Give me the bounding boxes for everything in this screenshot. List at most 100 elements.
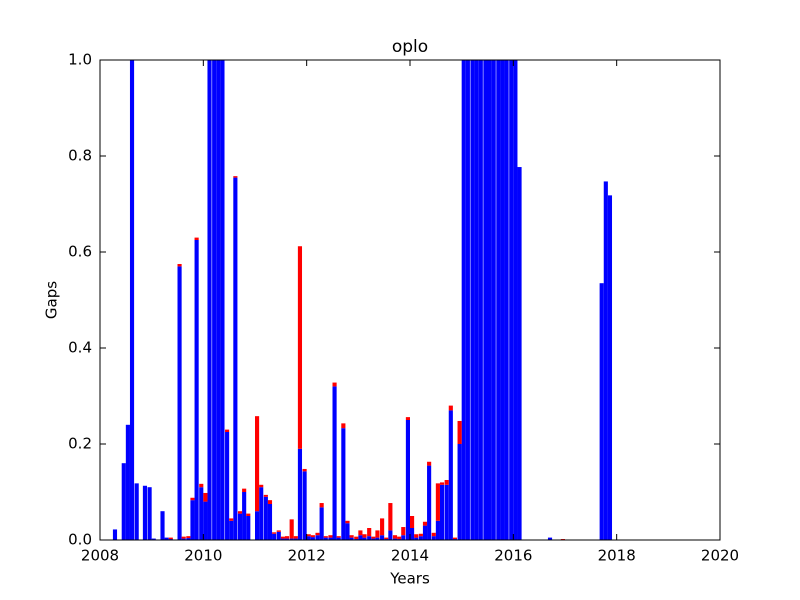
bar-segment <box>306 536 311 540</box>
bar-segment <box>229 520 234 540</box>
bar-segment <box>190 497 195 501</box>
bar-segment <box>225 429 230 432</box>
bar-segment <box>410 516 415 528</box>
bar-segment <box>186 538 191 540</box>
bar-segment <box>457 420 462 444</box>
bar-segment <box>237 511 243 514</box>
y-tick-label: 0.8 <box>68 147 92 165</box>
x-tick-label: 2014 <box>391 547 429 565</box>
bar-segment <box>323 537 328 540</box>
bars <box>112 60 613 540</box>
bar-segment <box>414 534 419 538</box>
bar-segment <box>190 500 195 540</box>
bar-segment <box>345 520 350 524</box>
bar-segment <box>439 482 445 485</box>
x-tick-label: 2008 <box>81 547 119 565</box>
bar-segment <box>216 60 221 540</box>
bar-segment <box>547 537 553 540</box>
bar-segment <box>401 527 406 536</box>
bar-segment <box>276 531 281 540</box>
bar-segment <box>341 428 346 540</box>
bar-segment <box>280 536 285 539</box>
bar-segment <box>607 195 613 540</box>
bar-segment <box>267 500 273 504</box>
bar-segment <box>349 537 354 540</box>
bar-segment <box>439 484 445 540</box>
bar-segment <box>431 532 436 537</box>
bar-segment <box>186 536 191 539</box>
bar-segment <box>289 519 294 539</box>
bar-segment <box>203 501 208 540</box>
bar-segment <box>452 537 458 540</box>
bar-segment <box>405 417 410 420</box>
bar-segment <box>306 534 311 537</box>
bar-segment <box>483 60 488 540</box>
bar-segment <box>341 423 346 429</box>
bar-segment <box>354 536 359 540</box>
bar-segment <box>319 507 324 540</box>
bar-segment <box>259 484 264 488</box>
bar-segment <box>272 532 277 534</box>
bar-segment <box>284 538 290 540</box>
bar-segment <box>392 538 398 540</box>
bar-segment <box>129 60 135 540</box>
bar-segment <box>388 503 393 531</box>
bar-segment <box>517 167 522 540</box>
bar-segment <box>310 537 315 540</box>
bar-segment <box>410 528 415 540</box>
bar-segment <box>358 530 363 536</box>
bar-segment <box>242 488 247 492</box>
bar-segment <box>336 537 341 540</box>
bar-segment <box>233 177 238 540</box>
bar-segment <box>444 480 449 485</box>
y-axis-label: Gaps <box>43 281 61 319</box>
bar-segment <box>599 283 604 540</box>
bar-segment <box>336 536 341 538</box>
bar-segment <box>367 528 372 537</box>
x-tick-label: 2010 <box>184 547 222 565</box>
bar-segment <box>255 511 260 540</box>
bar-segment <box>323 536 328 538</box>
x-tick-label: 2020 <box>701 547 739 565</box>
bar-segment <box>384 537 389 540</box>
bar-segment <box>225 432 230 540</box>
bar-segment <box>448 410 453 540</box>
bar-segment <box>371 538 376 540</box>
bar-segment <box>487 60 492 540</box>
chart-title: oplo <box>392 37 428 57</box>
bar-segment <box>465 60 470 540</box>
bar-segment <box>259 487 264 540</box>
bar-segment <box>212 60 217 540</box>
bar-segment <box>375 530 380 538</box>
bar-segment <box>237 513 243 540</box>
bar-segment <box>302 468 307 472</box>
bar-segment <box>371 536 376 539</box>
bar-segment <box>504 60 509 540</box>
bar-segment <box>380 518 385 536</box>
bar-segment <box>293 536 298 539</box>
bar-segment <box>496 60 501 540</box>
bar-segment <box>491 60 496 540</box>
bar-segment <box>177 264 182 267</box>
bar-segment <box>349 535 354 538</box>
bar-segment <box>272 533 277 540</box>
bar-segment <box>435 520 440 540</box>
y-tick-label: 0.0 <box>68 531 92 549</box>
bar-segment <box>332 382 337 387</box>
bar-segment <box>362 537 367 540</box>
bar-segment <box>255 416 260 512</box>
bar-segment <box>319 503 324 508</box>
bar-segment <box>121 463 126 540</box>
bar-segment <box>207 60 212 540</box>
bar-segment <box>246 516 251 540</box>
bar-segment <box>435 483 440 521</box>
bar-segment <box>199 483 204 488</box>
bar-segment <box>125 424 130 540</box>
bar-segment <box>358 535 363 540</box>
bar-segment <box>461 60 466 540</box>
bar-segment <box>500 60 505 540</box>
bar-segment <box>603 181 608 540</box>
bar-segment <box>478 60 483 540</box>
bar-segment <box>112 529 118 540</box>
